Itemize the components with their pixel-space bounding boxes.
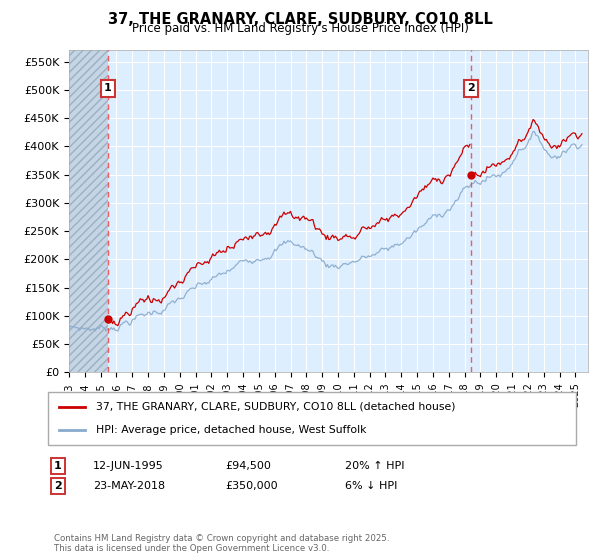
Text: 12-JUN-1995: 12-JUN-1995 <box>93 461 164 471</box>
Text: £350,000: £350,000 <box>225 481 278 491</box>
Text: 2: 2 <box>467 83 475 94</box>
Text: 2: 2 <box>54 481 62 491</box>
Text: 1: 1 <box>54 461 62 471</box>
Text: Price paid vs. HM Land Registry's House Price Index (HPI): Price paid vs. HM Land Registry's House … <box>131 22 469 35</box>
FancyBboxPatch shape <box>48 392 576 445</box>
Text: £94,500: £94,500 <box>225 461 271 471</box>
Text: 6% ↓ HPI: 6% ↓ HPI <box>345 481 397 491</box>
Text: HPI: Average price, detached house, West Suffolk: HPI: Average price, detached house, West… <box>95 425 366 435</box>
Text: 20% ↑ HPI: 20% ↑ HPI <box>345 461 404 471</box>
Text: Contains HM Land Registry data © Crown copyright and database right 2025.
This d: Contains HM Land Registry data © Crown c… <box>54 534 389 553</box>
Text: 1: 1 <box>104 83 112 94</box>
Bar <box>69 50 108 372</box>
Text: 37, THE GRANARY, CLARE, SUDBURY, CO10 8LL (detached house): 37, THE GRANARY, CLARE, SUDBURY, CO10 8L… <box>95 402 455 412</box>
Text: 23-MAY-2018: 23-MAY-2018 <box>93 481 165 491</box>
Text: 37, THE GRANARY, CLARE, SUDBURY, CO10 8LL: 37, THE GRANARY, CLARE, SUDBURY, CO10 8L… <box>107 12 493 27</box>
